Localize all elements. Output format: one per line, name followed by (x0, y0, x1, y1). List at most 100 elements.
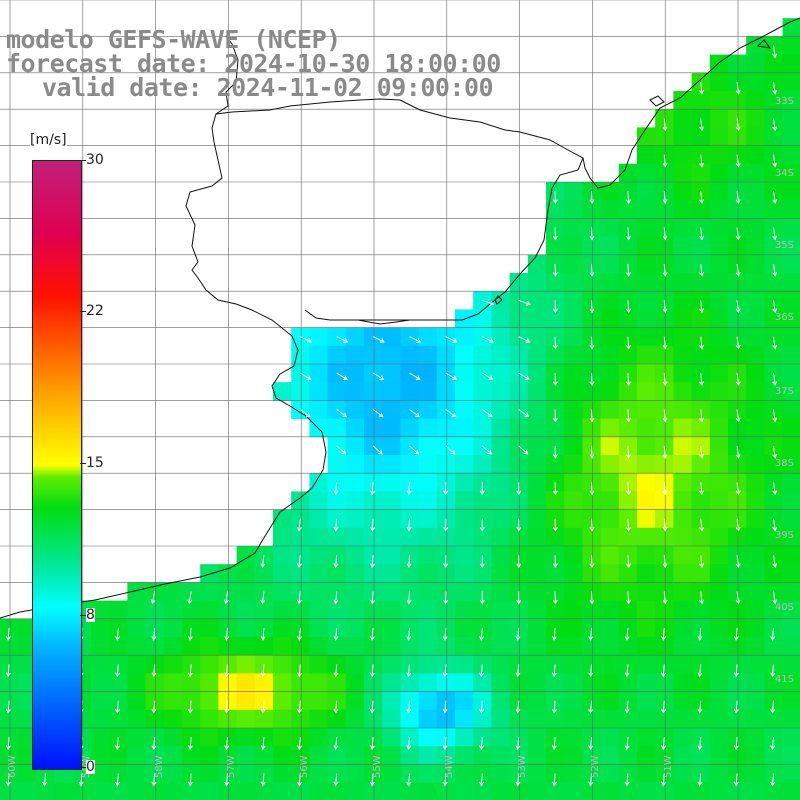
wind-cell (709, 728, 729, 747)
wind-cell (382, 673, 401, 693)
wind-cell (309, 364, 329, 383)
wind-cell (782, 273, 800, 292)
wind-cell (691, 527, 711, 547)
wind-arrow (699, 191, 705, 204)
wind-cell (364, 782, 383, 800)
wind-cell (455, 455, 474, 474)
wind-arrow (151, 627, 157, 641)
wind-cell (345, 691, 365, 711)
wind-cell (291, 491, 310, 511)
wind-cell (473, 746, 492, 765)
wind-cell (309, 345, 329, 365)
wind-cell (309, 618, 329, 638)
wind-cell (273, 673, 292, 693)
wind-arrow (697, 737, 703, 751)
wind-arrow (224, 700, 230, 714)
wind-cell (709, 673, 729, 693)
wind-cell (455, 782, 474, 800)
wind-cell (637, 273, 656, 292)
wind-cell (618, 200, 638, 219)
wind-cell (491, 600, 511, 620)
wind-cell (600, 600, 620, 620)
wind-arrow (699, 591, 705, 605)
wind-cell (546, 673, 565, 693)
wind-cell (618, 637, 638, 656)
wind-cell (18, 782, 37, 800)
wind-cell (746, 546, 765, 565)
wind-cell (618, 309, 638, 329)
wind-cell (655, 491, 674, 511)
wind-arrow (552, 445, 558, 459)
wind-cell (309, 582, 329, 602)
wind-cell (637, 182, 656, 201)
wind-arrow (516, 518, 522, 532)
wind-cell (782, 473, 800, 492)
wind-cell (637, 728, 656, 747)
wind-cell (637, 254, 656, 274)
wind-cell (709, 309, 729, 329)
wind-cell (600, 254, 620, 274)
wind-cell (546, 236, 565, 256)
wind-cell (764, 637, 784, 656)
wind-cell (709, 218, 729, 238)
wind-cell (673, 345, 693, 365)
wind-cell (564, 455, 583, 474)
wind-arrow (409, 409, 420, 418)
lon-label: 56W (299, 755, 310, 778)
wind-arrow (445, 336, 458, 343)
wind-cell (709, 72, 729, 92)
wind-cell (764, 382, 784, 401)
wind-cell (709, 473, 729, 492)
wind-cell (746, 345, 765, 365)
wind-cell (200, 728, 219, 747)
wind-cell (655, 236, 674, 256)
wind-arrow (770, 664, 776, 678)
wind-arrow (772, 191, 778, 204)
wind-cell (145, 673, 165, 693)
wind-cell (746, 273, 765, 292)
wind-cell (400, 382, 420, 401)
wind-arrow (479, 627, 485, 641)
wind-cell (673, 618, 693, 638)
wind-arrow (772, 591, 778, 605)
wind-cell (436, 455, 456, 474)
wind-cell (709, 345, 729, 365)
wind-cell (473, 309, 492, 329)
wind-arrow (735, 518, 741, 532)
wind-cell (491, 764, 511, 784)
wind-cell (691, 600, 711, 620)
wind-arrow (300, 336, 312, 343)
wind-cell (327, 455, 347, 474)
wind-arrow (662, 154, 668, 168)
wind-cell (200, 673, 219, 693)
wind-cell (527, 291, 547, 310)
wind-arrow (442, 664, 448, 678)
wind-cell (764, 564, 784, 583)
wind-arrow (372, 445, 383, 455)
wind-cell (564, 200, 583, 219)
wind-cell (364, 455, 383, 474)
wind-arrow (42, 773, 48, 787)
wind-arrow (406, 591, 412, 605)
wind-cell (182, 709, 201, 729)
wind-arrow (552, 191, 558, 205)
wind-cell (728, 382, 747, 401)
wind-cell (709, 564, 729, 583)
wind-arrow (772, 409, 778, 423)
wind-cell (637, 746, 656, 765)
wind-cell (637, 400, 656, 420)
wind-cell (418, 655, 438, 674)
wind-arrow (442, 700, 448, 714)
wind-cell (527, 746, 547, 765)
wind-cell (782, 18, 800, 37)
wind-arrow (733, 737, 739, 751)
wind-cell (655, 709, 674, 729)
wind-cell (145, 746, 165, 765)
legend-tick-22: 22 (86, 303, 104, 319)
wind-cell (673, 491, 693, 511)
wind-cell (728, 709, 747, 729)
wind-cell (345, 327, 365, 347)
wind-cell (782, 364, 800, 383)
wind-cell (728, 236, 747, 256)
wind-cell (564, 600, 583, 620)
